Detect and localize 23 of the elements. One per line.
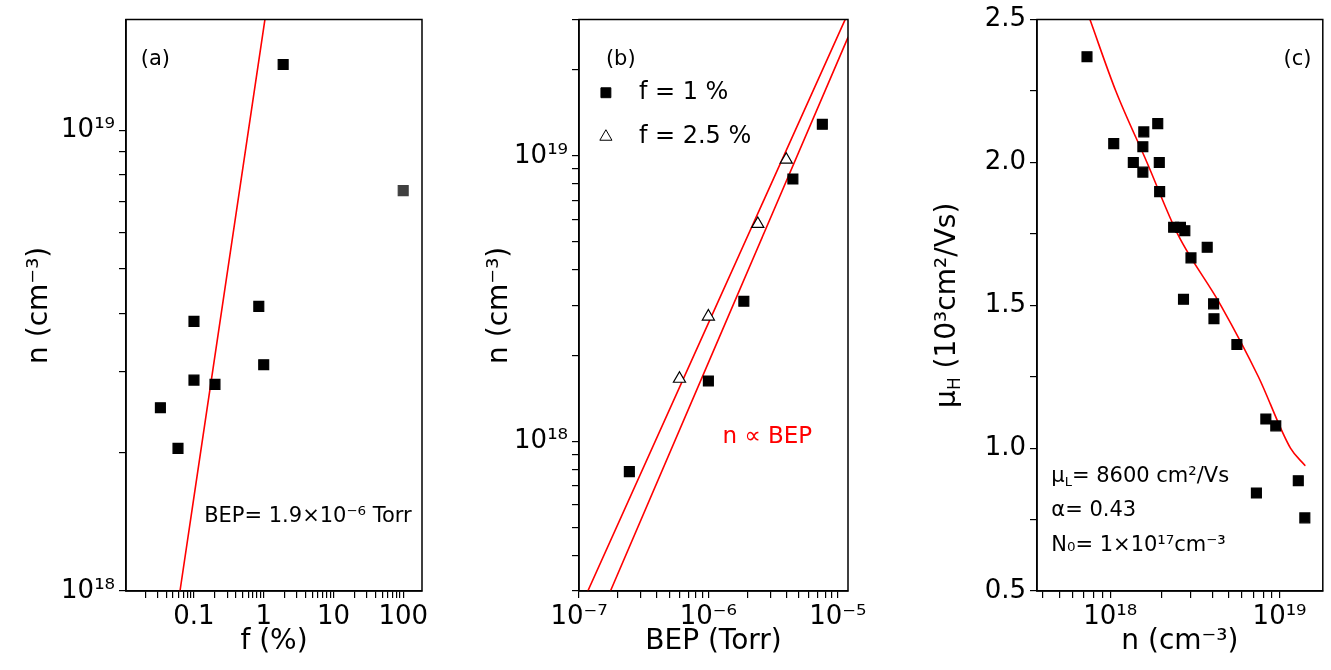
annotation: (c) [1283, 46, 1312, 71]
y-tick-label: 2.0 [984, 145, 1026, 176]
y-axis-title: n (cm⁻³) [21, 246, 55, 364]
y-tick-label: 1.0 [984, 430, 1026, 461]
x-tick-label: 0.1 [173, 600, 215, 631]
annotation: (b) [605, 46, 636, 71]
y-axis-title: n (cm⁻³) [481, 246, 515, 364]
annotation: N₀= 1×10¹⁷cm⁻³ [1051, 531, 1226, 556]
annotation: n ∝ BEP [722, 421, 813, 448]
x-tick-label: 10¹⁹ [1252, 600, 1307, 631]
y-tick-label: 1.5 [984, 288, 1026, 319]
legend-label: f = 2.5 % [638, 120, 752, 149]
y-tick-label: 0.5 [984, 573, 1026, 604]
annotation: α= 0.43 [1051, 497, 1137, 522]
x-tick-label: 10 [316, 600, 351, 631]
x-tick-label: 10⁻⁷ [550, 600, 608, 631]
x-tick-label: 100 [378, 600, 429, 631]
annotation: (a) [140, 46, 171, 71]
x-tick-label: 10⁻⁵ [809, 600, 867, 631]
annotation: BEP= 1.9×10⁻⁶ Torr [204, 503, 413, 528]
legend-label: f = 1 % [638, 76, 729, 105]
y-tick-label: 2.5 [984, 2, 1026, 33]
y-axis-title: μH (10³cm²/Vs) [929, 202, 965, 408]
